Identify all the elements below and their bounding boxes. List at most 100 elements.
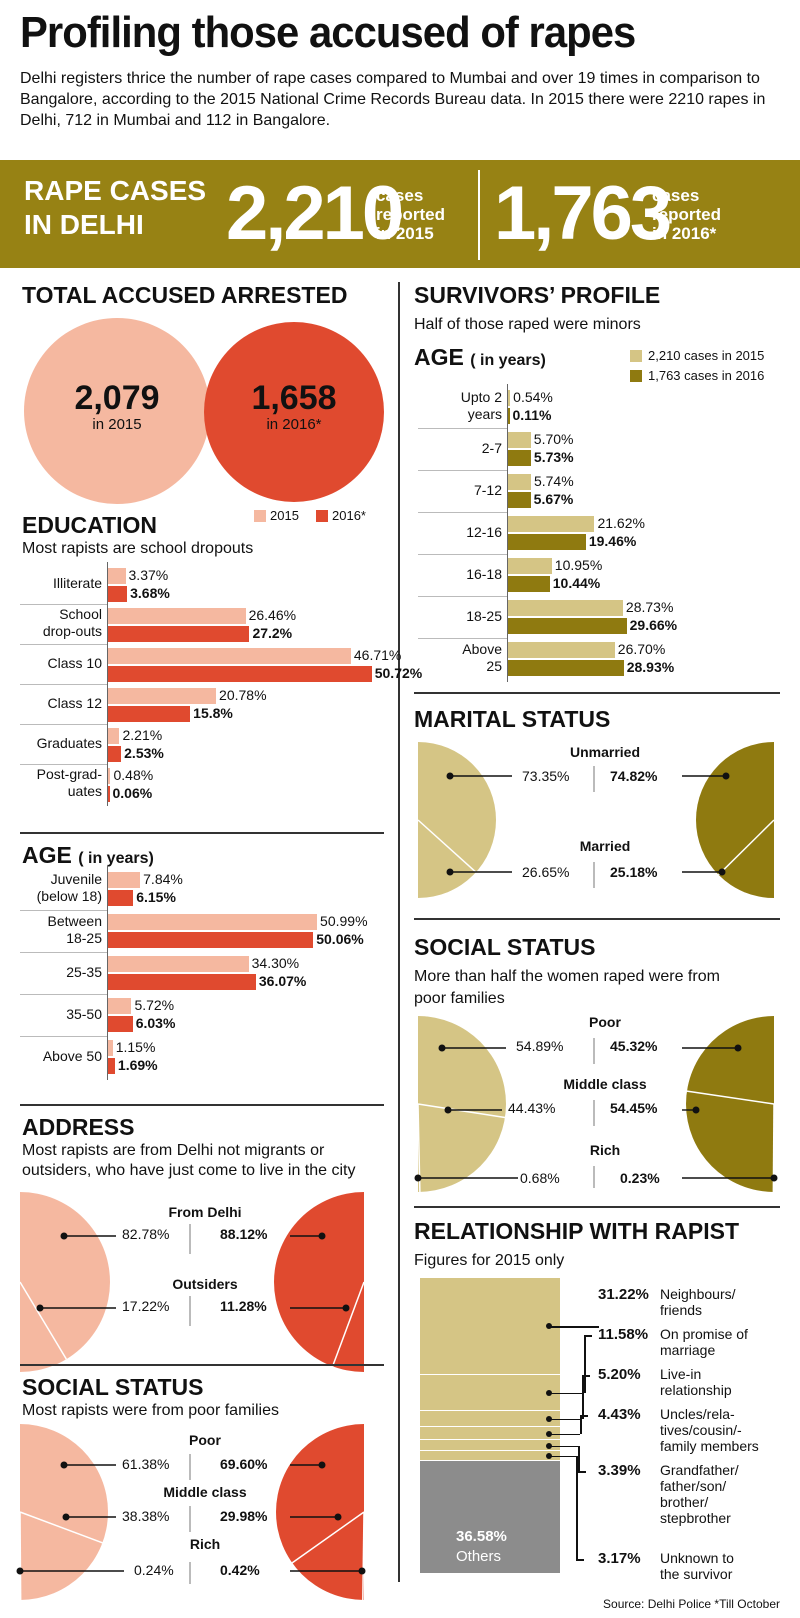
relationship-pct: 3.39% [598, 1462, 641, 1479]
row-label: Juvenile (below 18) [2, 871, 102, 905]
row-label-line: Illiterate [52, 574, 102, 591]
bar-series2 [108, 706, 191, 722]
row-separator [20, 644, 108, 645]
bar-series1 [108, 728, 120, 744]
survivor-social-cat2: Middle class [563, 1076, 647, 1092]
row-label-line: drop-outs [42, 623, 102, 639]
leader-dot [444, 1106, 452, 1114]
segment [420, 1374, 560, 1411]
band-label-line1: RAPE CASES [24, 175, 207, 206]
rape-cases-band: RAPE CASES IN DELHI 2,210 cases reported… [0, 160, 800, 268]
row-label: 18-25 [412, 608, 502, 625]
survivor-social-cat2-2015: 44.43% [508, 1100, 556, 1116]
row-label-line: 35-50 [66, 1005, 102, 1022]
leader-line [578, 1445, 580, 1471]
row-label: Graduates [2, 735, 102, 752]
row-label-line: Above [462, 641, 502, 657]
data-label: 1.15% [115, 1039, 156, 1055]
row-label: Above 25 [412, 641, 502, 675]
relationship-label-line: stepbrother [660, 1510, 731, 1526]
cases-2015-text: cases reported in 2015 [376, 186, 445, 243]
leader-line [584, 1335, 592, 1337]
legend-2016-label: 2016* [332, 508, 366, 523]
right-half-pie [696, 742, 774, 898]
data-label: 46.71% [353, 647, 402, 663]
leader-dot [722, 772, 730, 780]
slice-divider [19, 1511, 103, 1544]
accused-age-unit: ( in years) [78, 850, 154, 867]
data-label: 15.8% [193, 705, 233, 721]
data-label: 2.21% [122, 727, 163, 743]
section-divider-r2 [414, 918, 780, 920]
bar-series1 [108, 608, 246, 624]
data-label: 5.72% [134, 997, 175, 1013]
marital-cat1: Unmarried [569, 744, 641, 760]
row-label-line: Post-grad- [36, 766, 102, 782]
bar-series2 [108, 1058, 115, 1074]
accused-social-cat2-2016: 29.98% [220, 1508, 268, 1524]
data-label: 5.73% [533, 449, 574, 465]
bar-series1 [508, 558, 552, 574]
relationship-label: Unknown to the survivor [660, 1550, 734, 1582]
data-label: 10.44% [552, 575, 601, 591]
data-label: 5.67% [533, 491, 574, 507]
data-label: 50.72% [374, 665, 423, 681]
leader-dot [770, 1174, 778, 1182]
leader-dot [62, 1513, 70, 1521]
accused-social-cat2-2015: 38.38% [122, 1508, 170, 1524]
data-label: 3.68% [130, 585, 170, 601]
relationship-pct: 4.43% [598, 1406, 641, 1423]
leader-line [578, 1471, 586, 1473]
address-cat2-2016: 11.28% [220, 1298, 267, 1314]
cases-2015-text-l2: reported [376, 205, 445, 224]
row-label-line: Upto 2 [460, 389, 502, 405]
bar-series2 [508, 660, 624, 676]
relationship-heading: RELATIONSHIP WITH RAPIST [414, 1218, 739, 1244]
right-half-pie [686, 1016, 774, 1192]
row-label-line: years [467, 406, 502, 422]
survivor-social-pies [414, 1016, 778, 1193]
chart-axis [107, 562, 108, 806]
row-label-line: 25 [486, 658, 502, 674]
data-label: 5.74% [533, 473, 574, 489]
data-label: 36.07% [258, 973, 307, 989]
marital-cat2: Married [579, 838, 631, 854]
row-label: Class 10 [2, 655, 102, 672]
accused-social-cat3-2016: 0.42% [220, 1562, 260, 1578]
bar-series2 [108, 890, 134, 906]
relationship-label: Grandfather/father/son/brother/stepbroth… [660, 1462, 739, 1526]
survivor-social-cat1-2015: 54.89% [516, 1038, 564, 1054]
accused-2015-label: 2,079 in 2015 [24, 380, 210, 433]
marital-cat2-2016: 25.18% [610, 864, 658, 880]
bar-series1 [108, 998, 132, 1014]
relationship-label-line: Live-in [660, 1366, 702, 1382]
row-label-line: Above 50 [42, 1047, 102, 1064]
intro-text: Delhi registers thrice the number of rap… [20, 70, 766, 129]
legend-2015-swatch [254, 510, 266, 522]
accused-2016-label: 1,658 in 2016* [204, 380, 384, 433]
slice-divider [19, 1511, 22, 1601]
relationship-label-line: family members [660, 1438, 759, 1454]
bar-series1 [108, 688, 217, 704]
accused-age-title: AGE [22, 842, 72, 868]
data-label: 19.46% [588, 533, 637, 549]
accused-social-cat3: Rich [189, 1536, 221, 1552]
bar-series2 [108, 666, 372, 682]
section-divider-r1 [414, 692, 780, 694]
left-half-pie [418, 1016, 506, 1192]
accused-heading: TOTAL ACCUSED ARRESTED [22, 282, 348, 308]
survivor-social-heading: SOCIAL STATUS [414, 934, 596, 960]
row-label-line: 7-12 [473, 481, 502, 498]
survivors-heading: SURVIVORS’ PROFILE [414, 282, 661, 308]
bar-series2 [108, 746, 122, 762]
accused-social-cat1-2015: 61.38% [122, 1456, 170, 1472]
section-divider-r3 [414, 1206, 780, 1208]
segment [420, 1410, 560, 1427]
bar-series1 [108, 648, 351, 664]
accused-2016-year: in 2016* [266, 416, 322, 433]
row-separator [418, 554, 508, 555]
leader-line [580, 1415, 582, 1434]
accused-2015-value: 2,079 [74, 379, 160, 417]
accused-2015-year: in 2015 [92, 416, 142, 433]
survivor-social-cat1: Poor [589, 1014, 621, 1030]
